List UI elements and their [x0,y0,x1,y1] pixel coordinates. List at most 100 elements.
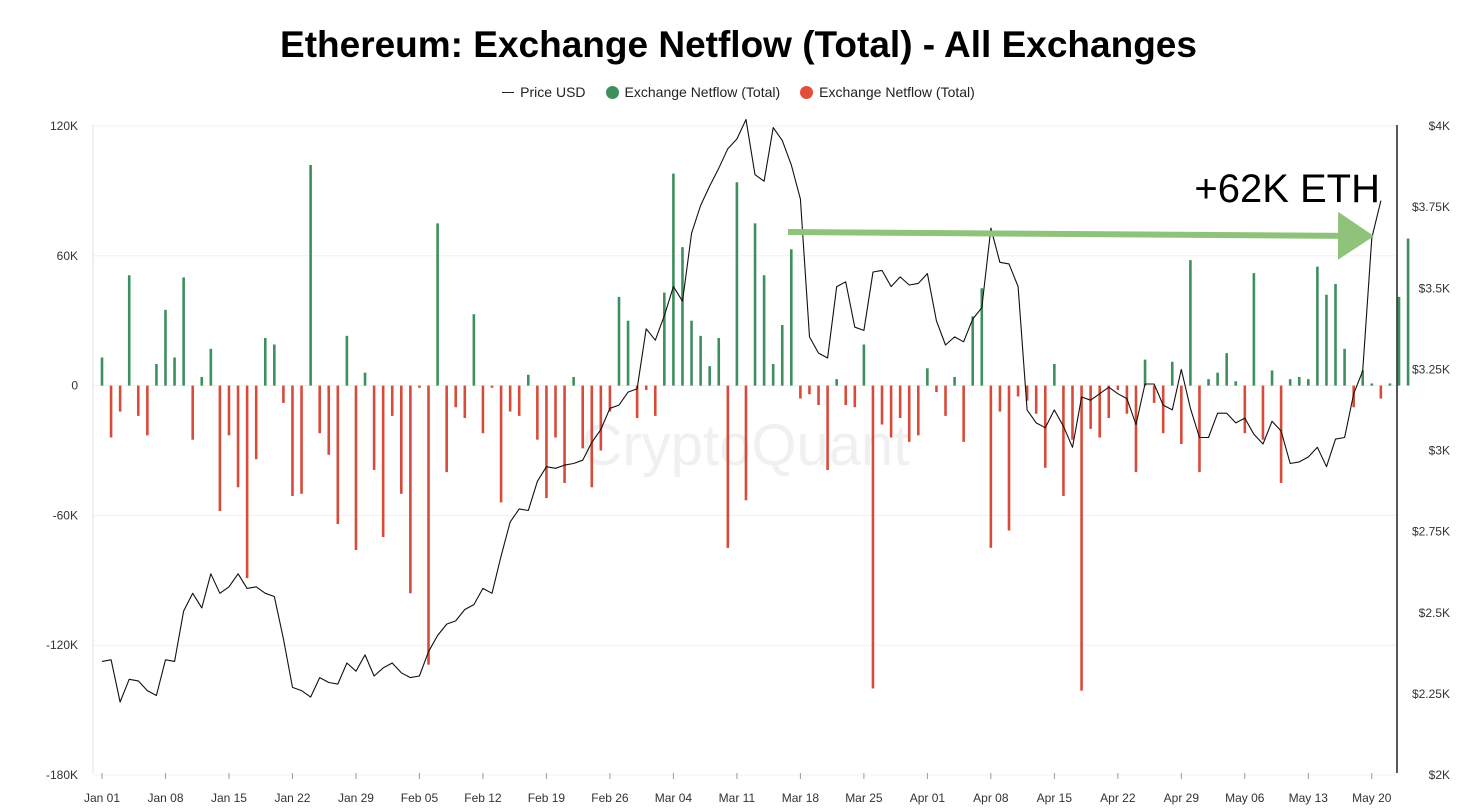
netflow-bar [989,385,993,548]
x-tick-label: Mar 25 [845,791,883,805]
legend-label-inflow: Exchange Netflow (Total) [624,84,781,100]
netflow-bar [871,385,875,689]
axes [92,125,1398,773]
netflow-bar [663,292,666,386]
legend-item-price[interactable]: Price USD [502,84,586,100]
netflow-bar [218,385,222,512]
netflow-bar [853,385,857,408]
netflow-bar [554,385,557,438]
trend-arrow [787,211,1374,260]
netflow-bar [454,385,458,408]
left-axis-ticks: 120K 60K 0 -60K -120K -180K [46,119,78,782]
netflow-bar [146,385,149,436]
x-tick-label: Feb 12 [464,791,502,805]
legend-item-outflow[interactable]: Exchange Netflow (Total) [800,84,975,100]
legend-item-inflow[interactable]: Exchange Netflow (Total) [605,84,781,100]
netflow-bar [109,385,113,438]
x-tick-label: Jan 01 [84,791,120,805]
netflow-bar [182,277,185,386]
netflow-bar [1243,385,1247,434]
netflow-bar [690,320,693,386]
netflow-bar [1161,385,1165,434]
netflow-bar [953,376,956,386]
netflow-bar [1034,385,1038,414]
left-tick-label: -60K [53,508,78,522]
netflow-bar [200,376,204,386]
netflow-bar [1252,273,1256,386]
netflow-bar [282,385,285,403]
netflow-bar [1207,379,1210,386]
netflow-bar [508,385,512,412]
netflow-bar [1379,385,1383,399]
netflow-bar [653,385,657,416]
annotation-label: +62K ETH [1194,167,1380,211]
netflow-bar [771,363,775,386]
netflow-bar [1080,385,1083,691]
netflow-bar [1388,383,1392,386]
netflow-bar [708,366,711,386]
x-tick-label: May 06 [1225,791,1265,805]
x-tick-label: May 13 [1289,791,1329,805]
netflow-bar [826,385,829,470]
netflow-bar [581,385,585,449]
netflow-bar [971,316,975,386]
x-tick-label: Mar 18 [782,791,820,805]
netflow-bar [545,385,548,499]
netflow-bar [1053,363,1056,386]
x-tick-label: Feb 26 [591,791,629,805]
netflow-bar [681,247,684,386]
netflow-bar [1361,370,1365,386]
netflow-bar [962,385,965,442]
netflow-bar [835,379,838,386]
price-line-layer [101,118,1382,703]
netflow-bar [155,363,158,386]
netflow-bar [862,344,866,386]
netflow-bar [127,275,131,386]
netflow-bar [935,385,938,393]
netflow-bar [1016,385,1020,397]
netflow-bar [672,173,675,386]
netflow-bar [327,385,331,455]
netflow-bar [336,385,340,525]
netflow-bar [1279,385,1283,483]
netflow-bar [409,385,412,594]
netflow-bar [699,335,702,386]
netflow-bar [136,385,140,416]
netflow-bar [1143,359,1147,386]
legend-dot-green [605,85,619,99]
netflow-bar [227,385,231,436]
netflow-bar [463,385,467,419]
netflow-bar [726,385,730,548]
x-axis-ticks: Jan 01 Jan 08 Jan 15 Jan 22 Jan 29 Feb 05 Feb … [84,773,1392,805]
netflow-bar [926,368,929,386]
netflow-bar [998,385,1002,412]
netflow-bar [844,385,848,406]
netflow-bar [1234,381,1238,386]
netflow-bar [345,335,349,386]
x-tick-label: May 20 [1352,791,1392,805]
netflow-bar [263,338,267,386]
right-tick-label: $2.5K [1419,606,1450,620]
netflow-bar [427,385,430,665]
netflow-bar [100,357,104,386]
x-tick-label: Jan 08 [147,791,183,805]
netflow-bar [635,385,639,419]
netflow-bar [744,385,748,501]
left-tick-label: 120K [50,119,78,133]
netflow-bar [445,385,448,473]
netflow-bar [1116,385,1120,390]
netflow-bar [617,296,621,386]
netflow-bar [536,385,539,440]
x-tick-label: Apr 15 [1037,791,1073,805]
netflow-bar [1297,376,1301,386]
netflow-bar [1307,379,1310,386]
netflow-bar [944,385,947,416]
netflow-bar [1098,385,1101,438]
netflow-bars [100,164,1410,691]
netflow-bar [1397,296,1401,386]
x-tick-label: Apr 29 [1164,791,1200,805]
netflow-bar [354,385,358,551]
netflow-bar [291,385,294,496]
